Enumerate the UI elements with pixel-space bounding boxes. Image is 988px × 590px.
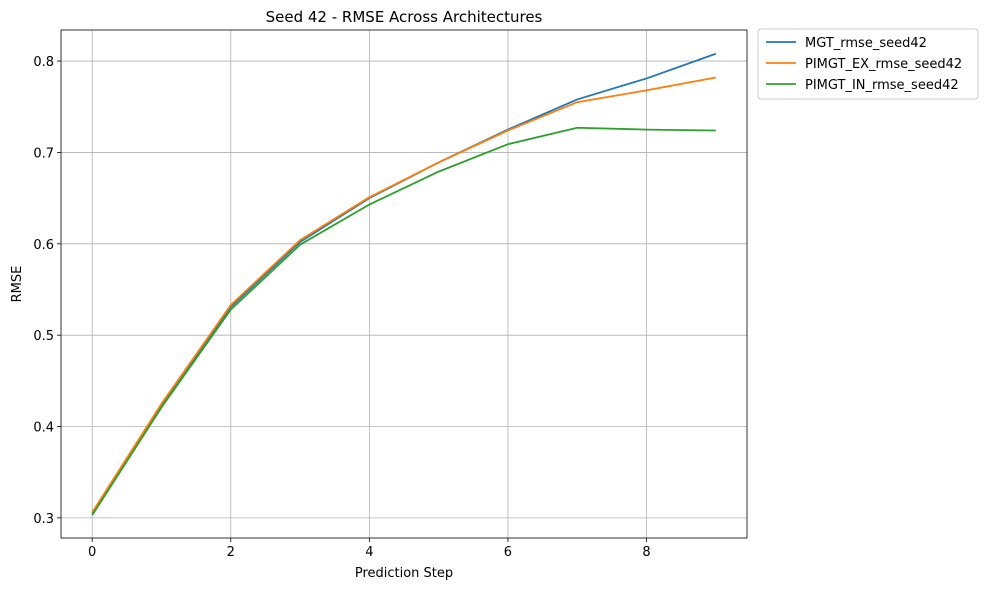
y-axis-label: RMSE xyxy=(10,266,25,303)
legend-label-mgt: MGT_rmse_seed42 xyxy=(805,36,927,51)
legend-label-pimgt-ex: PIMGT_EX_rmse_seed42 xyxy=(805,57,962,72)
x-tick-label: 0 xyxy=(88,545,96,560)
x-tick-label: 4 xyxy=(365,545,373,560)
chart-title: Seed 42 - RMSE Across Architectures xyxy=(266,8,543,26)
gridlines xyxy=(61,30,747,538)
x-axis-label: Prediction Step xyxy=(355,566,453,581)
legend-box xyxy=(757,28,979,100)
series-line-3 xyxy=(91,126,716,516)
x-tick-label: 2 xyxy=(227,545,235,560)
y-tick-label: 0.3 xyxy=(33,512,54,527)
axis-ticks: 0 2 4 6 8 0.3 0.4 0.5 0.6 0.7 0.8 xyxy=(33,55,650,560)
plot-area-frame xyxy=(60,29,748,539)
y-tick-label: 0.7 xyxy=(33,146,54,161)
x-tick-label: 8 xyxy=(642,545,650,560)
y-tick-label: 0.4 xyxy=(33,421,54,436)
series-line-2 xyxy=(91,76,716,513)
series-lines xyxy=(91,52,717,516)
legend: MGT_rmse_seed42 PIMGT_EX_rmse_seed42 PIM… xyxy=(757,28,979,100)
legend-label-pimgt-in: PIMGT_IN_rmse_seed42 xyxy=(805,78,959,93)
y-tick-label: 0.6 xyxy=(33,238,54,253)
x-tick-label: 6 xyxy=(504,545,512,560)
y-tick-label: 0.8 xyxy=(33,55,54,70)
y-tick-label: 0.5 xyxy=(33,329,54,344)
